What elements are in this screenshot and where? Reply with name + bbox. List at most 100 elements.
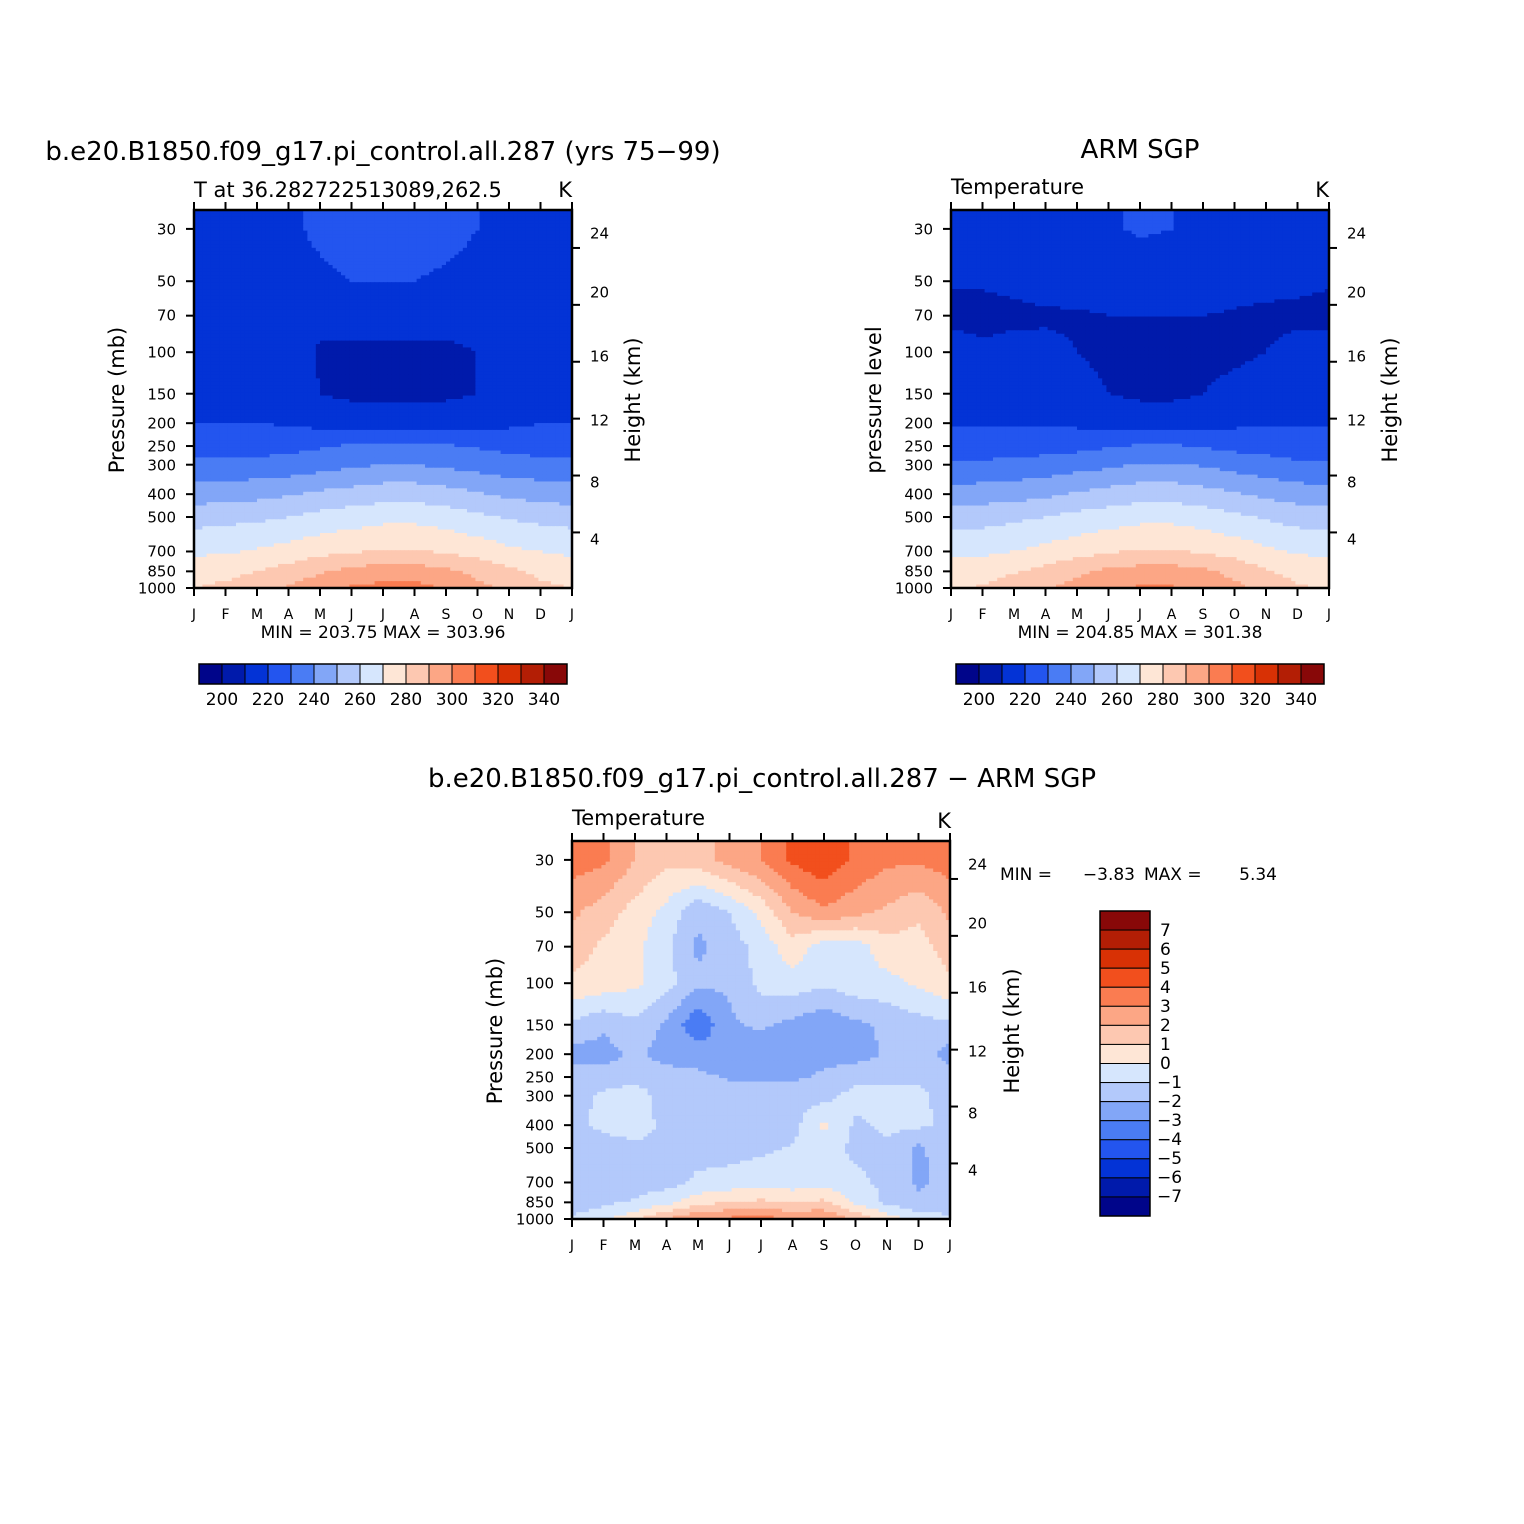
contour-cell xyxy=(387,333,392,338)
contour-cell xyxy=(551,309,556,314)
contour-cell xyxy=(219,399,224,404)
contour-cell xyxy=(353,323,359,328)
contour-cell xyxy=(450,282,455,287)
contour-cell xyxy=(282,261,287,266)
contour-cell xyxy=(286,216,292,221)
contour-cell xyxy=(425,247,430,252)
contour-cell xyxy=(467,282,472,287)
contour-cell xyxy=(509,337,514,342)
contour-cell xyxy=(240,268,245,273)
contour-cell xyxy=(299,374,304,379)
contour-cell xyxy=(362,333,367,338)
contour-cell xyxy=(261,230,266,235)
contour-cell xyxy=(303,234,308,239)
contour-cell xyxy=(240,399,245,404)
contour-cell xyxy=(311,344,317,349)
contour-cell xyxy=(240,381,245,386)
contour-cell xyxy=(563,213,569,218)
contour-cell xyxy=(299,371,304,376)
contour-cell xyxy=(202,357,208,362)
contour-cell xyxy=(551,306,556,311)
contour-cell xyxy=(349,271,355,276)
contour-cell xyxy=(311,399,317,404)
contour-cell xyxy=(286,261,292,266)
contour-cell xyxy=(555,392,560,397)
contour-cell xyxy=(210,220,216,225)
contour-cell xyxy=(559,364,565,369)
contour-cell xyxy=(227,261,233,266)
contour-cell xyxy=(349,244,355,249)
contour-cell xyxy=(273,350,279,355)
contour-cell xyxy=(278,271,283,276)
contour-cell xyxy=(324,354,329,359)
contour-cell xyxy=(320,313,325,318)
contour-cell xyxy=(546,357,552,362)
contour-cell xyxy=(416,278,422,283)
contour-cell xyxy=(420,247,426,252)
contour-cell xyxy=(416,227,422,232)
contour-cell xyxy=(500,295,506,300)
contour-cell xyxy=(441,364,447,369)
contour-cell xyxy=(387,337,392,342)
contour-cell xyxy=(534,278,539,283)
contour-cell xyxy=(248,275,254,280)
contour-cell xyxy=(500,285,506,290)
contour-cell xyxy=(194,261,199,266)
contour-cell xyxy=(273,254,279,259)
contour-cell xyxy=(429,388,434,393)
contour-cell xyxy=(336,357,342,362)
contour-cell xyxy=(521,258,527,263)
contour-cell xyxy=(210,285,216,290)
contour-cell xyxy=(534,319,539,324)
contour-cell xyxy=(433,347,439,352)
contour-cell xyxy=(500,378,506,383)
contour-cell xyxy=(366,399,371,404)
contour-cell xyxy=(425,316,430,321)
contour-cell xyxy=(370,278,376,283)
contour-cell xyxy=(273,333,279,338)
contour-cell xyxy=(475,361,481,366)
contour-cell xyxy=(311,333,317,338)
contour-cell xyxy=(475,254,481,259)
contour-cell xyxy=(265,374,271,379)
contour-cell xyxy=(257,388,262,393)
contour-cell xyxy=(248,330,254,335)
contour-cell xyxy=(374,337,380,342)
contour-cell xyxy=(370,210,376,215)
contour-cell xyxy=(362,344,367,349)
contour-cell xyxy=(378,333,384,338)
contour-cell xyxy=(475,306,481,311)
contour-cell xyxy=(454,264,460,270)
contour-cell xyxy=(378,258,384,263)
contour-cell xyxy=(399,326,405,331)
contour-cell xyxy=(479,309,485,314)
contour-cell xyxy=(286,289,292,294)
contour-cell xyxy=(534,289,539,294)
contour-cell xyxy=(538,254,544,259)
contour-cell xyxy=(370,220,376,225)
contour-cell xyxy=(542,323,548,328)
contour-cell xyxy=(311,278,317,283)
contour-cell xyxy=(467,223,472,228)
contour-cell xyxy=(198,230,203,235)
contour-cell xyxy=(223,254,229,259)
contour-cell xyxy=(357,216,363,221)
contour-cell xyxy=(416,282,422,287)
contour-cell xyxy=(252,388,258,393)
contour-cell xyxy=(534,285,539,290)
contour-cell xyxy=(223,381,229,386)
contour-cell xyxy=(504,275,510,280)
contour-cell xyxy=(483,333,489,338)
contour-cell xyxy=(433,213,439,218)
contour-cell xyxy=(437,268,443,273)
contour-cell xyxy=(504,210,510,215)
contour-cell xyxy=(420,275,426,280)
contour-cell xyxy=(467,247,472,252)
contour-cell xyxy=(320,251,325,256)
contour-cell xyxy=(194,210,199,215)
contour-cell xyxy=(437,381,443,386)
contour-cell xyxy=(240,385,245,390)
contour-cell xyxy=(353,309,359,314)
contour-cell xyxy=(500,385,506,390)
contour-cell xyxy=(429,282,434,287)
